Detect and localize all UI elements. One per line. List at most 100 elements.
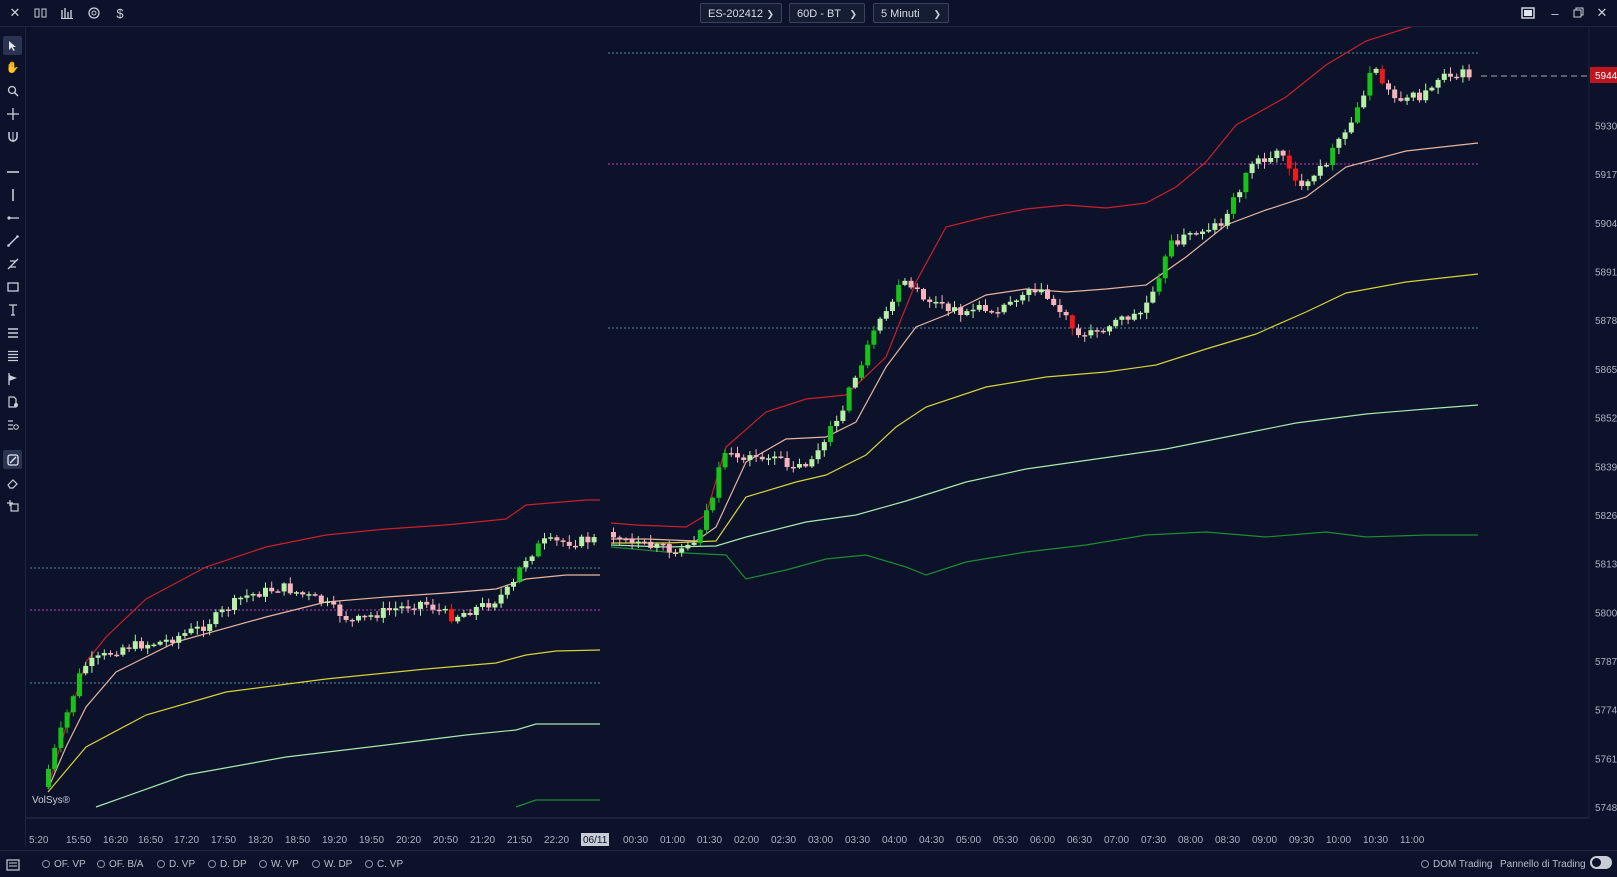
flag-icon[interactable] <box>3 369 22 388</box>
time-tick-label: 09:30 <box>1289 835 1314 846</box>
hand-icon[interactable]: ✋ <box>5 62 20 74</box>
candle-body <box>1231 197 1236 214</box>
price-tick-label: 5878,50 <box>1595 316 1617 327</box>
toggle-c-vp[interactable]: C. VP <box>365 858 403 870</box>
eraser-icon[interactable] <box>3 473 22 492</box>
time-tick-label: 20:50 <box>433 835 458 846</box>
toggle-of-ba[interactable]: OF. B/A <box>97 858 143 870</box>
candle-body <box>840 410 846 421</box>
candle-body <box>1200 231 1205 234</box>
price-tick-label: 5891,50 <box>1595 268 1617 279</box>
toggle-of-vp[interactable]: OF. VP <box>42 858 86 870</box>
candle-body <box>480 603 485 607</box>
panel-icon[interactable] <box>1518 3 1538 23</box>
fib-tool-icon[interactable] <box>3 254 22 273</box>
horizontal-line-icon[interactable] <box>3 162 22 181</box>
add-tool-icon[interactable] <box>3 496 22 515</box>
magnet-icon[interactable] <box>3 127 22 146</box>
candle-body <box>1454 76 1460 79</box>
candle-body <box>256 594 262 597</box>
radio-icon <box>157 860 165 868</box>
candle-body <box>927 299 933 303</box>
bottom-bar: OF. VP OF. B/A D. VP D. DP W. VP W. DP C… <box>0 850 1617 877</box>
candle-body <box>343 615 349 620</box>
candle-body <box>306 594 312 596</box>
candle-body <box>368 615 374 617</box>
candle-body <box>989 311 995 313</box>
candle-body <box>126 647 132 649</box>
candle-body <box>803 463 809 467</box>
toggle-d-vp[interactable]: D. VP <box>157 858 195 870</box>
dom-trading-toggle[interactable]: DOM Trading <box>1421 858 1492 870</box>
candle-body <box>933 301 939 304</box>
candle-body <box>219 609 225 613</box>
candle-body <box>312 594 318 596</box>
crosshair-icon[interactable] <box>3 104 22 123</box>
candle-body <box>1280 150 1286 156</box>
candle-body <box>1336 138 1342 148</box>
price-tick-label: 5787,50 <box>1595 657 1617 668</box>
trend-line-icon[interactable] <box>3 231 22 250</box>
vwap-line <box>611 142 1479 542</box>
ray-icon[interactable] <box>3 208 22 227</box>
rectangle-icon[interactable] <box>3 277 22 296</box>
toggle-label: D. DP <box>220 858 247 870</box>
text-icon[interactable] <box>3 300 22 319</box>
close-window-icon[interactable]: ✕ <box>1596 5 1608 20</box>
candle-body <box>486 603 492 608</box>
candle-body <box>1460 69 1466 78</box>
zoom-icon[interactable] <box>3 81 22 100</box>
restore-icon[interactable] <box>1569 3 1589 23</box>
candle-body <box>455 616 461 622</box>
candle-body <box>387 608 392 611</box>
toggle-label: D. VP <box>169 858 196 870</box>
trading-panel-switch[interactable] <box>1590 856 1612 869</box>
bar-chart-icon[interactable] <box>57 3 77 23</box>
timeframe-dropdown[interactable]: 5 Minuti ❯ <box>873 3 949 23</box>
list-icon[interactable] <box>3 323 22 342</box>
candle-body <box>908 280 914 288</box>
range-dropdown[interactable]: 60D - BT ❯ <box>789 3 865 23</box>
candle-body <box>666 544 672 553</box>
candle-body <box>548 537 554 539</box>
menu-icon[interactable] <box>3 346 22 365</box>
candle-body <box>349 619 355 622</box>
close-icon[interactable]: ✕ <box>9 5 21 20</box>
layout-icon[interactable] <box>31 3 51 23</box>
candle-body <box>1113 319 1119 327</box>
toggle-w-dp[interactable]: W. DP <box>312 858 352 870</box>
toggle-d-dp[interactable]: D. DP <box>208 858 247 870</box>
last-price-label: 5944,00 <box>1595 71 1617 82</box>
cursor-icon[interactable] <box>3 36 22 55</box>
toggle-w-vp[interactable]: W. VP <box>259 858 299 870</box>
minimize-icon[interactable]: – <box>1551 5 1559 21</box>
candle-body <box>1088 330 1094 336</box>
time-axis[interactable]: 5:20 15:50 16:20 16:50 17:20 17:50 18:20 18:50 1… <box>29 833 1425 846</box>
time-tick-label: 15:50 <box>66 835 91 846</box>
candle-body <box>970 309 976 312</box>
candle-body <box>374 615 380 618</box>
radio-icon <box>259 860 267 868</box>
instrument-dropdown[interactable]: ES-202412 ❯ <box>700 3 782 23</box>
keyboard-panel-icon[interactable] <box>3 855 22 874</box>
candle-body <box>697 529 703 543</box>
candle-body <box>151 644 157 647</box>
dollar-icon[interactable]: $ <box>116 5 124 21</box>
vertical-line-icon[interactable] <box>3 185 22 204</box>
template-icon[interactable] <box>3 392 22 411</box>
radio-icon <box>1421 860 1429 868</box>
price-chart[interactable]: 5930,50 5917,50 5904,50 5891,50 5878,50 5865,… <box>26 27 1617 849</box>
settings-icon[interactable] <box>84 3 104 23</box>
time-tick-label: 11:00 <box>1400 835 1425 846</box>
candle-body <box>995 312 1001 314</box>
candle-body <box>1367 72 1373 96</box>
drawing-mode-icon[interactable] <box>3 450 22 469</box>
candle-body <box>294 592 299 594</box>
candle-body <box>629 539 635 543</box>
alert-list-icon[interactable] <box>3 415 22 434</box>
price-tick-label: 5761,50 <box>1595 754 1617 765</box>
candle-body <box>467 613 473 615</box>
candle-body <box>337 604 343 616</box>
candle-body <box>405 606 411 609</box>
price-axis[interactable]: 5930,50 5917,50 5904,50 5891,50 5878,50 5865,… <box>1590 67 1617 814</box>
